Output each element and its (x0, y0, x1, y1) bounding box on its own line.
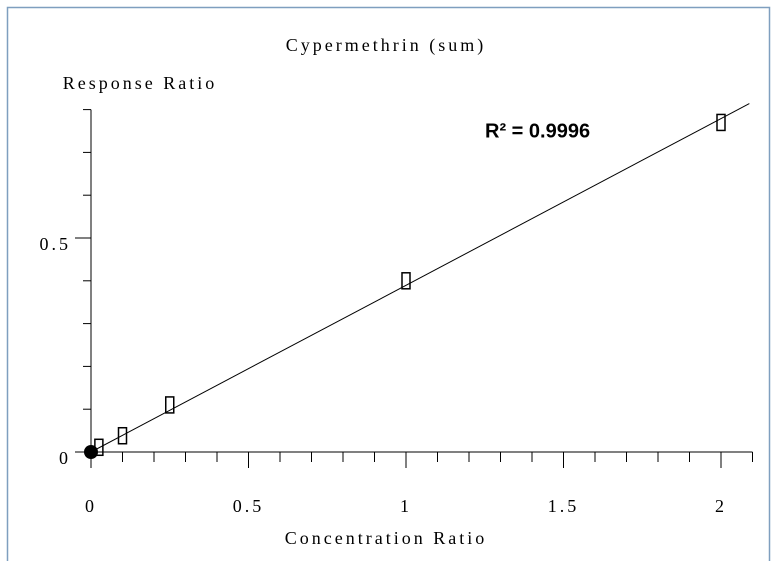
annotation: R² = 0.9996 (485, 120, 590, 142)
data-point (716, 113, 726, 132)
x-tick-label: 0.5 (233, 496, 265, 516)
frame (6, 6, 771, 561)
y-tick-label: 0.5 (40, 234, 72, 254)
x-axis-label: Concentration Ratio (285, 528, 487, 548)
data-point (117, 426, 128, 445)
x-tick-label: 1.5 (548, 496, 580, 516)
data-point (165, 396, 175, 414)
fit-line (90, 103, 750, 453)
x-tick-label: 0 (85, 496, 97, 516)
y-axis-label: Response Ratio (63, 73, 218, 93)
x-tick-label: 2 (715, 496, 727, 516)
chart-title: Cypermethrin (sum) (286, 35, 486, 56)
origin-point (84, 445, 98, 459)
data-point (401, 272, 411, 290)
y-tick-label: 0 (59, 448, 71, 468)
x-tick-label: 1 (400, 496, 412, 516)
